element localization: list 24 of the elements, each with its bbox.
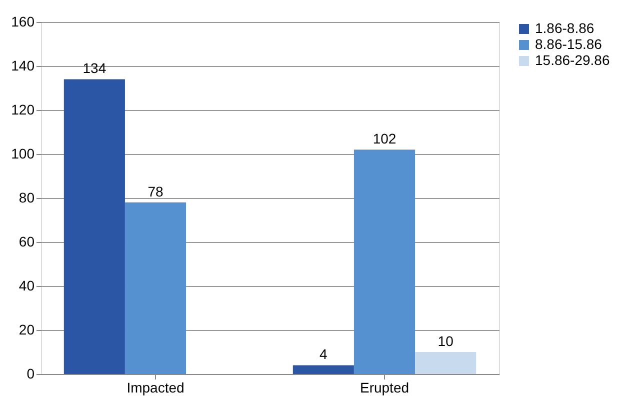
y-tick-label: 160 <box>11 14 35 30</box>
y-tick-label: 100 <box>11 146 35 162</box>
y-tick-label: 80 <box>18 190 35 206</box>
bar <box>64 79 125 374</box>
bar <box>415 352 476 374</box>
legend-label: 1.86-8.86 <box>535 20 594 36</box>
bar <box>124 202 186 374</box>
y-tick-label: 140 <box>11 58 35 74</box>
x-tick-label: Impacted <box>126 380 184 396</box>
y-tick-label: 20 <box>18 322 35 338</box>
legend-label: 15.86-29.86 <box>535 52 610 68</box>
data-label: 4 <box>320 346 328 362</box>
y-tick-label: 120 <box>11 102 35 118</box>
x-tick-label: Erupted <box>360 380 410 396</box>
y-tick-label: 60 <box>18 234 35 250</box>
legend-label: 8.86-15.86 <box>535 36 602 52</box>
data-label: 102 <box>372 130 396 147</box>
y-tick-label: 40 <box>18 278 35 294</box>
y-tick-label: 0 <box>26 366 35 382</box>
data-label: 10 <box>438 333 454 349</box>
data-label: 78 <box>148 183 164 200</box>
bar <box>354 150 416 374</box>
bar <box>292 365 354 374</box>
data-label: 134 <box>82 60 106 76</box>
